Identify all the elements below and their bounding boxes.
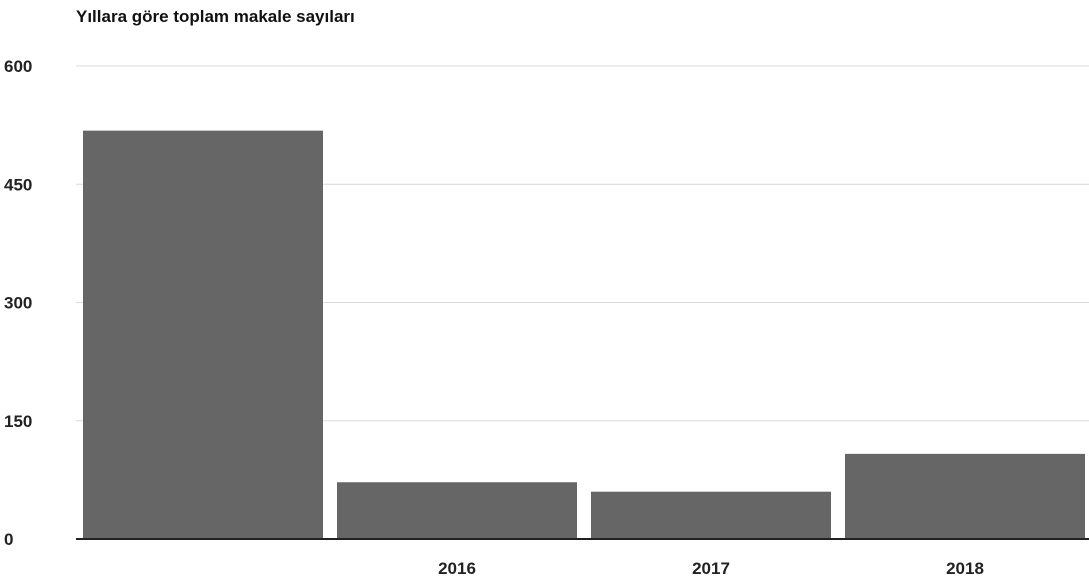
- bar: [845, 453, 1085, 539]
- chart-title: Yıllara göre toplam makale sayıları: [76, 7, 355, 26]
- x-tick-label: 2016: [438, 559, 476, 578]
- y-tick-label: 300: [4, 294, 32, 313]
- y-tick-label: 0: [4, 530, 13, 549]
- y-axis-tick-labels: 0 150 300 450 600: [4, 57, 32, 549]
- bar: [337, 482, 577, 539]
- bar: [83, 130, 323, 540]
- bars: [83, 130, 1085, 540]
- x-tick-label: 2018: [946, 559, 984, 578]
- bar: [591, 491, 831, 539]
- y-tick-label: 600: [4, 57, 32, 76]
- x-tick-label: 2017: [692, 559, 730, 578]
- y-tick-label: 150: [4, 412, 32, 431]
- y-tick-label: 450: [4, 175, 32, 194]
- x-axis-tick-labels: 2016 2017 2018: [438, 559, 984, 578]
